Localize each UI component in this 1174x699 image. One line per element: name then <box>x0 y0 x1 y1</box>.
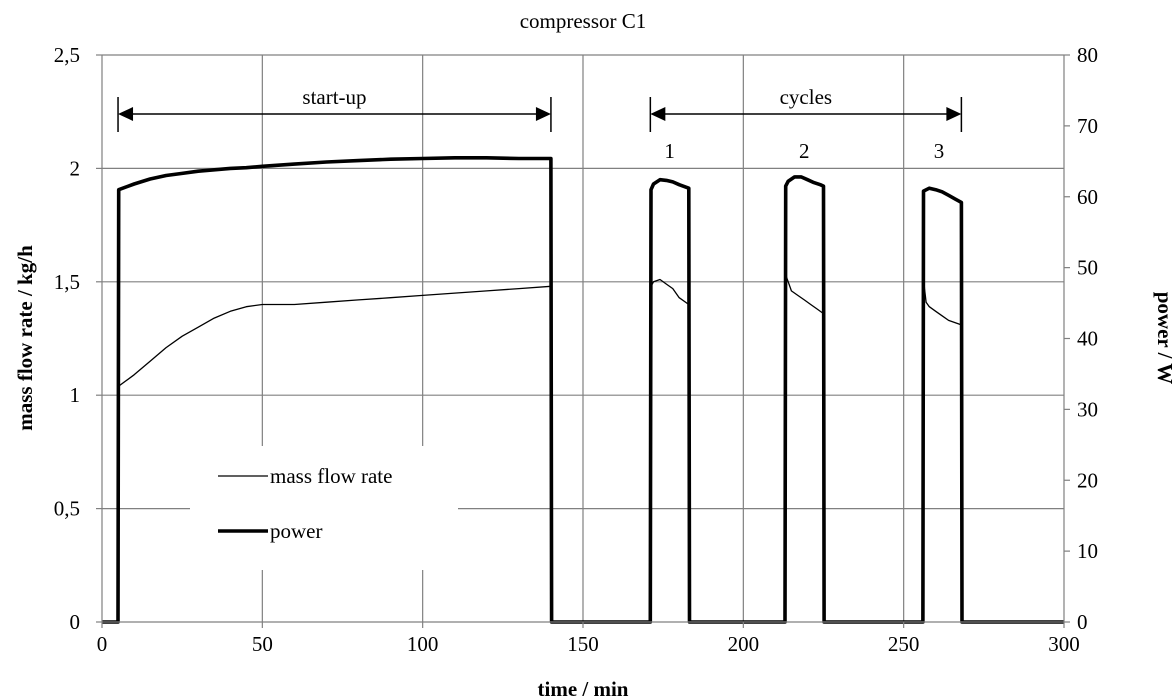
series-line-power <box>102 156 1064 624</box>
x-tick-label: 100 <box>407 632 439 656</box>
cycle-number-label: 1 <box>664 139 675 163</box>
y2-tick-label: 80 <box>1077 43 1098 67</box>
annotation-arrowhead-left <box>650 107 666 121</box>
x-tick-label: 0 <box>97 632 108 656</box>
chart-title: compressor C1 <box>520 9 647 33</box>
legend-background <box>190 446 458 570</box>
y2-tick-label: 70 <box>1077 114 1098 138</box>
y-axis-title: mass flow rate / kg/h <box>13 245 37 431</box>
cycle-number-label: 3 <box>934 139 945 163</box>
cycle-number-label: 2 <box>799 139 810 163</box>
y2-axis-title: power / W <box>1153 292 1174 385</box>
y-tick-label: 1 <box>70 383 81 407</box>
y2-tick-label: 60 <box>1077 185 1098 209</box>
y2-tick-label: 50 <box>1077 256 1098 280</box>
y-tick-label: 2 <box>70 156 81 180</box>
annotation-label-background <box>282 86 387 110</box>
annotation-arrowhead-left <box>118 107 134 121</box>
y2-tick-label: 40 <box>1077 327 1098 351</box>
annotation-label: start-up <box>302 85 366 109</box>
x-tick-label: 50 <box>252 632 273 656</box>
y-tick-label: 0 <box>70 610 81 634</box>
annotation-arrowhead-right <box>946 107 962 121</box>
axes: 0 50 100 150 200 250 30000,511,522,50102030405… <box>54 43 1098 656</box>
x-tick-label: 300 <box>1048 632 1080 656</box>
y2-tick-label: 20 <box>1077 468 1098 492</box>
y-tick-label: 2,5 <box>54 43 80 67</box>
annotation-arrowhead-right <box>535 107 551 121</box>
y2-tick-label: 10 <box>1077 539 1098 563</box>
legend-label-power: power <box>270 519 322 543</box>
y2-tick-label: 30 <box>1077 397 1098 421</box>
annotations: start-up cycles 1 2 3 <box>117 85 963 163</box>
x-tick-label: 250 <box>888 632 920 656</box>
x-axis-title: time / min <box>538 677 629 699</box>
annotation-label: cycles <box>780 85 832 109</box>
y-tick-label: 1,5 <box>54 270 80 294</box>
y2-tick-label: 0 <box>1077 610 1088 634</box>
y-tick-label: 0,5 <box>54 497 80 521</box>
legend-label-mass-flow-rate: mass flow rate <box>270 464 392 488</box>
annotation-label-background <box>753 86 858 110</box>
x-tick-label: 150 <box>567 632 599 656</box>
legend: mass flow rate power <box>190 446 458 570</box>
x-tick-label: 200 <box>728 632 760 656</box>
series-layer <box>102 156 1064 624</box>
